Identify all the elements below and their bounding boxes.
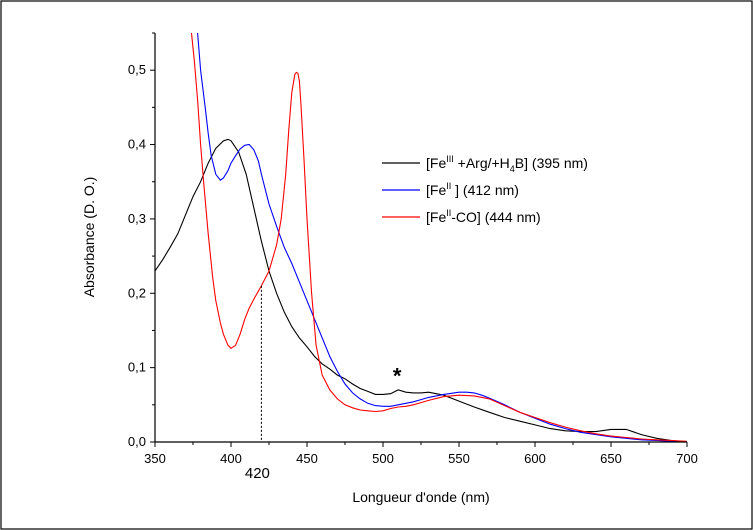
series-line-3 — [190, 33, 687, 442]
y-ticks: 0,0 0,1 0,2 0,3 0,4 0,5 — [128, 32, 155, 449]
y-tick-label: 0,5 — [128, 62, 146, 77]
x-tick-label: 700 — [676, 451, 698, 466]
series-line-1 — [155, 138, 687, 442]
series-layer — [155, 33, 687, 442]
legend-label-2: [FeII ] (412 nm) — [426, 181, 519, 198]
y-tick-label: 0,1 — [128, 360, 146, 375]
legend-label-3: [FeII-CO] (444 nm) — [426, 208, 541, 225]
y-tick-label: 0,3 — [128, 211, 146, 226]
legend-label-1: [FeIII +Arg/+H4B] (395 nm) — [426, 154, 588, 174]
series-line-2 — [197, 33, 687, 442]
x-tick-label: 650 — [600, 451, 622, 466]
420-annotation: 420 — [245, 465, 270, 482]
x-tick-label: 500 — [372, 451, 394, 466]
x-tick-label: 550 — [448, 451, 470, 466]
y-tick-label: 0,2 — [128, 285, 146, 300]
y-tick-label: 0,0 — [128, 434, 146, 449]
x-tick-label: 400 — [220, 451, 242, 466]
x-tick-label: 350 — [144, 451, 166, 466]
legend: [FeIII +Arg/+H4B] (395 nm) [FeII ] (412 n… — [382, 154, 588, 225]
x-tick-label: 450 — [296, 451, 318, 466]
x-tick-label: 600 — [524, 451, 546, 466]
y-axis-label: Absorbance (D. O.) — [81, 177, 97, 298]
y-tick-label: 0,4 — [128, 137, 146, 152]
x-ticks: 350 400 450 500 550 600 650 700 — [144, 442, 698, 466]
x-axis-label: Longueur d'onde (nm) — [352, 489, 489, 505]
asterisk-annotation: * — [393, 364, 402, 389]
